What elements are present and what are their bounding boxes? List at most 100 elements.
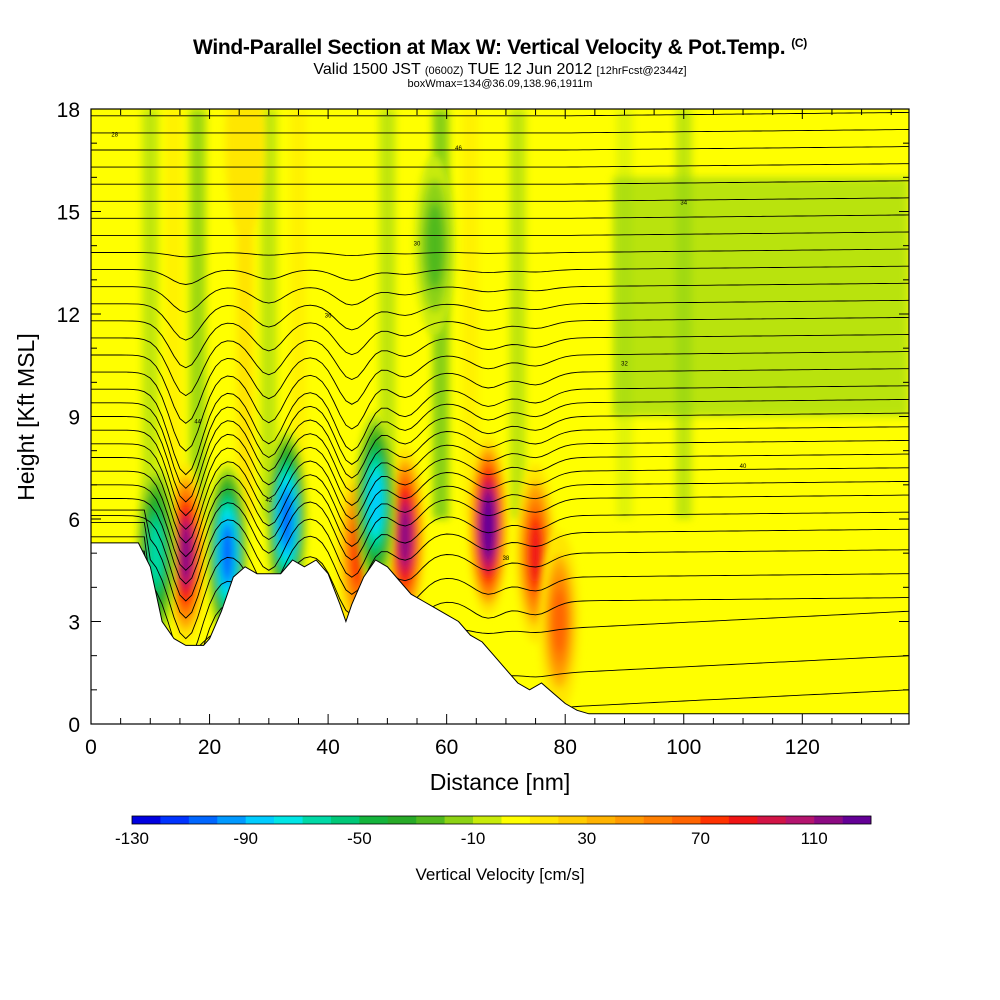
y-tick-label: 3	[68, 612, 80, 635]
isentrope-line	[91, 282, 909, 313]
isentrope-label: 42	[265, 498, 272, 504]
isentrope-line	[91, 214, 909, 219]
isentrope-line	[91, 197, 909, 202]
isentrope-line	[91, 398, 909, 489]
isentrope-line	[91, 299, 909, 341]
isentrope-line	[91, 480, 909, 571]
isentrope-line	[91, 494, 909, 585]
updraft-cell	[225, 109, 266, 234]
y-tick-label: 9	[68, 407, 80, 430]
updraft-contour	[233, 109, 258, 199]
colorbar-swatch	[387, 816, 417, 824]
colorbar-swatch	[728, 816, 758, 824]
colorbar-swatch	[160, 816, 190, 824]
colorbar-swatch	[615, 816, 644, 824]
updraft-contour	[529, 524, 542, 582]
colorbar-swatch	[672, 816, 701, 824]
updraft-contour	[399, 509, 411, 563]
isentrope-line	[91, 265, 909, 285]
isentrope-line	[91, 334, 909, 397]
downdraft-contour	[149, 523, 163, 584]
field-streak	[462, 109, 479, 519]
colorbar-label: Vertical Velocity [cm/s]	[415, 865, 584, 884]
isentrope-line	[91, 426, 909, 517]
x-axis-label: Distance [nm]	[430, 769, 571, 795]
y-tick-label: 15	[57, 202, 80, 225]
downdraft-contour	[425, 202, 445, 289]
colorbar-tick-label: 30	[577, 829, 596, 848]
y-tick-label: 12	[57, 304, 80, 327]
colorbar-swatch	[757, 816, 787, 824]
colorbar-swatch	[473, 816, 502, 824]
isentrope-label: 28	[111, 132, 118, 138]
colorbar-swatch	[245, 816, 275, 824]
colorbar-swatch	[444, 816, 474, 824]
updraft-cell	[539, 531, 580, 712]
isentrope-line	[91, 439, 909, 530]
isentrope-line	[91, 511, 909, 602]
colorbar-swatch	[188, 816, 218, 824]
isentrope-line	[91, 385, 909, 476]
colorbar-tick-label: 110	[801, 829, 828, 848]
colorbar-swatch	[330, 816, 360, 824]
colorbar: -130 -90 -50 -10 30 70 110	[115, 815, 872, 848]
downdraft-contour	[221, 526, 233, 580]
terrain	[90, 542, 910, 725]
field-streak	[260, 109, 277, 519]
x-tick-label: 100	[666, 736, 701, 759]
isentrope-line	[91, 129, 909, 134]
colorbar-tick-label: -10	[461, 829, 486, 848]
field-streak	[379, 109, 396, 519]
colorbar-frame	[131, 815, 872, 825]
copyright-mark: (C)	[791, 36, 807, 50]
isentrope-label: 44	[194, 419, 201, 425]
isentrope-label: 34	[680, 201, 687, 207]
colorbar-swatch	[501, 816, 531, 824]
isentrope-line	[91, 412, 909, 503]
field-streak	[165, 109, 182, 519]
isentrope-line	[91, 163, 909, 168]
isentrope-label: 30	[414, 242, 421, 248]
colorbar-swatch	[842, 816, 872, 824]
updraft-contour	[482, 500, 494, 552]
colorbar-swatch	[217, 816, 246, 824]
isentrope-line	[91, 521, 909, 640]
chart-subtitle: Valid 1500 JST (0600Z) TUE 12 Jun 2012 […	[313, 61, 687, 78]
isentrope-label: 38	[503, 556, 510, 562]
isentrope-label: 36	[325, 313, 332, 319]
colorbar-tick-label: -90	[233, 829, 258, 848]
isentrope-line	[91, 180, 909, 185]
isentrope-line	[91, 536, 909, 664]
colorbar-swatch	[643, 816, 673, 824]
colorbar-tick-label: 70	[691, 829, 710, 848]
colorbar-swatch	[302, 816, 332, 824]
downdraft-contour	[369, 474, 382, 530]
field-streak	[509, 109, 526, 519]
x-tick-label: 40	[316, 736, 339, 759]
isentrope-label: 32	[621, 361, 628, 367]
colorbar-swatch	[416, 816, 445, 824]
isentrope-line	[91, 231, 909, 236]
x-tick-label: 20	[198, 736, 221, 759]
colorbar-swatch	[700, 816, 730, 824]
isentrope-line	[91, 351, 909, 424]
colorbar-swatch	[359, 816, 389, 824]
y-tick-label: 18	[57, 99, 80, 122]
x-tick-label: 0	[85, 736, 97, 759]
isentrope-line	[91, 509, 909, 619]
field-streak	[189, 109, 206, 519]
y-tick-label: 6	[68, 509, 80, 532]
colorbar-swatch	[274, 816, 303, 824]
chart-box-info: boxWmax=134@36.09,138.96,1911m	[407, 78, 593, 90]
field-band	[612, 177, 909, 417]
chart-title: Wind-Parallel Section at Max W: Vertical…	[193, 36, 807, 59]
x-tick-label: 60	[435, 736, 458, 759]
colorbar-swatch	[558, 816, 588, 824]
isentrope-label: 46	[455, 146, 462, 152]
downdraft-cell	[414, 155, 455, 336]
isentrope-line	[91, 316, 909, 369]
colorbar-tick-label: -50	[347, 829, 372, 848]
colorbar-swatch	[785, 816, 815, 824]
colorbar-swatch	[814, 816, 843, 824]
